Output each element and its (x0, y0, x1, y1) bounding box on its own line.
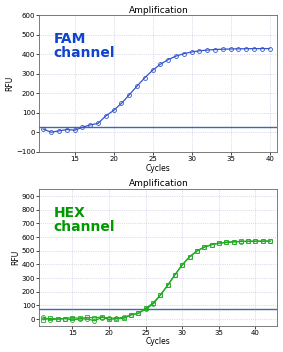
Y-axis label: RFU: RFU (6, 76, 14, 91)
Title: Amplification: Amplification (128, 6, 188, 14)
Title: Amplification: Amplification (128, 180, 188, 188)
Text: FAM
channel: FAM channel (54, 32, 115, 60)
X-axis label: Cycles: Cycles (146, 338, 171, 346)
X-axis label: Cycles: Cycles (146, 164, 171, 172)
Text: HEX
channel: HEX channel (54, 206, 115, 234)
Y-axis label: RFU: RFU (11, 250, 20, 265)
